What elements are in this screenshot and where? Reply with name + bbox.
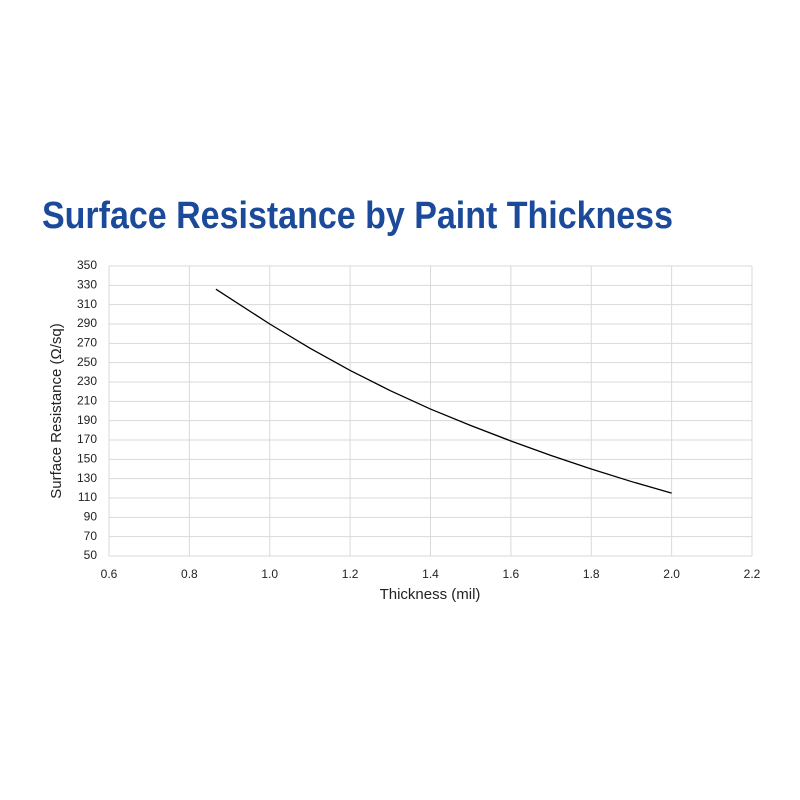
y-tick-label: 110 [78, 490, 97, 504]
y-tick-label: 290 [77, 316, 97, 330]
y-tick-label: 330 [77, 278, 97, 292]
y-tick-label: 90 [84, 510, 98, 524]
y-tick-label: 150 [77, 452, 97, 466]
x-tick-label: 1.0 [261, 567, 278, 581]
y-tick-label: 310 [77, 297, 97, 311]
chart-title: Surface Resistance by Paint Thickness [42, 195, 673, 237]
x-tick-label: 2.0 [663, 567, 680, 581]
x-tick-label: 1.4 [422, 567, 439, 581]
y-tick-label: 170 [77, 432, 97, 446]
y-tick-label: 230 [77, 374, 97, 388]
y-tick-label: 70 [84, 529, 98, 543]
x-tick-label: 1.6 [503, 567, 520, 581]
x-tick-label: 0.6 [101, 567, 118, 581]
data-line [215, 288, 672, 494]
y-tick-label: 130 [77, 471, 97, 485]
y-tick-label: 210 [77, 394, 97, 408]
x-axis-label: Thickness (mil) [380, 586, 481, 603]
y-tick-label: 250 [77, 355, 97, 369]
y-tick-label: 190 [77, 413, 97, 427]
x-tick-label: 2.2 [744, 567, 761, 581]
y-tick-label: 270 [77, 336, 97, 350]
x-tick-label: 1.8 [583, 567, 600, 581]
y-tick-label: 50 [84, 548, 98, 562]
x-tick-label: 1.2 [342, 567, 359, 581]
y-tick-label: 350 [77, 258, 97, 272]
x-tick-label: 0.8 [181, 567, 198, 581]
y-axis-label: Surface Resistance (Ω/sq) [48, 323, 65, 498]
